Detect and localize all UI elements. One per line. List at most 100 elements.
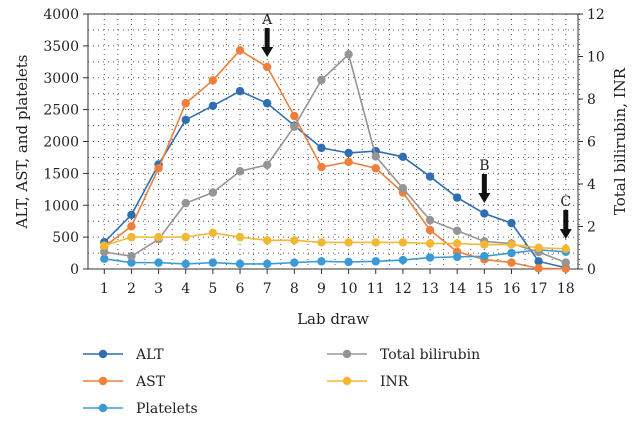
annotation-b: B xyxy=(478,158,491,203)
y-left-tick-label: 4000 xyxy=(43,7,79,23)
y-right-tick-label: 8 xyxy=(587,92,596,108)
data-point-alt xyxy=(452,193,462,202)
data-point-inr xyxy=(507,240,516,249)
legend-item-platelets: Platelets xyxy=(83,401,198,417)
data-point-inr xyxy=(208,228,218,238)
data-point-ast xyxy=(290,111,299,121)
data-point-platelets xyxy=(425,253,435,262)
data-point-platelets xyxy=(154,258,163,267)
data-point-total-bilirubin xyxy=(398,184,408,193)
legend-item-alt: ALT xyxy=(83,347,164,363)
data-point-total-bilirubin xyxy=(235,167,245,176)
data-point-ast xyxy=(181,99,190,108)
data-point-platelets xyxy=(235,259,245,269)
legend-swatch-marker xyxy=(342,376,352,386)
legend: ALT Total bilirubin AST INR Platelets xyxy=(83,347,480,417)
x-tick-label: 18 xyxy=(557,281,575,297)
data-point-inr xyxy=(371,238,380,247)
y-left-tick-label: 2000 xyxy=(43,135,79,151)
y-right-tick-label: 4 xyxy=(587,177,596,193)
x-tick-label: 3 xyxy=(154,281,163,297)
data-point-platelets xyxy=(290,258,299,267)
annotation-label: B xyxy=(479,158,489,174)
y-right-axis-title: Total bilirubin, INR xyxy=(611,67,629,215)
annotations: A B C xyxy=(261,12,572,239)
y-left-tick-label: 3500 xyxy=(43,39,79,55)
data-point-platelets xyxy=(127,258,136,267)
data-point-total-bilirubin xyxy=(208,188,218,197)
data-point-platelets xyxy=(371,257,380,266)
series-lines xyxy=(100,46,570,273)
data-point-platelets xyxy=(344,257,353,267)
data-point-inr xyxy=(127,232,136,242)
data-point-alt xyxy=(425,172,435,181)
data-point-inr xyxy=(398,238,408,247)
annotation-arrow-head xyxy=(559,229,572,239)
data-point-ast xyxy=(371,164,380,173)
data-point-inr xyxy=(534,243,543,252)
x-tick-label: 16 xyxy=(503,281,521,297)
series-line-total-bilirubin xyxy=(104,52,567,264)
data-point-platelets xyxy=(480,252,489,261)
data-point-inr xyxy=(344,238,353,247)
data-point-total-bilirubin xyxy=(371,152,380,161)
data-point-ast xyxy=(262,62,272,72)
data-point-alt xyxy=(534,257,543,266)
data-point-total-bilirubin xyxy=(344,50,353,59)
data-point-total-bilirubin xyxy=(317,75,326,85)
x-axis-title: Lab draw xyxy=(297,310,369,328)
data-point-inr xyxy=(262,236,272,245)
x-tick-label: 2 xyxy=(127,281,136,297)
x-tick-label: 11 xyxy=(367,281,385,297)
x-tick-label: 15 xyxy=(475,281,493,297)
data-point-total-bilirubin xyxy=(100,247,109,257)
data-point-alt xyxy=(262,99,272,108)
annotation-label: A xyxy=(261,12,273,28)
x-tick-label: 13 xyxy=(421,281,439,297)
annotation-c: C xyxy=(559,194,572,239)
annotation-arrow-head xyxy=(478,193,491,203)
data-point-ast xyxy=(154,164,163,173)
annotation-a: A xyxy=(261,12,274,57)
data-point-ast xyxy=(235,46,245,55)
data-point-inr xyxy=(452,239,462,248)
annotation-arrow-shaft xyxy=(264,28,270,48)
y-right-tick-label: 0 xyxy=(587,262,596,278)
x-tick-label: 14 xyxy=(448,281,466,297)
data-point-total-bilirubin xyxy=(181,198,190,208)
data-point-total-bilirubin xyxy=(127,252,136,261)
annotation-label: C xyxy=(560,194,571,210)
data-point-inr xyxy=(425,239,435,248)
data-point-ast xyxy=(208,76,218,85)
x-tick-label: 10 xyxy=(340,281,358,297)
x-tick-label: 4 xyxy=(181,281,190,297)
x-tick-label: 6 xyxy=(236,281,245,297)
data-point-inr xyxy=(561,244,570,254)
series-line-alt xyxy=(103,90,566,269)
data-point-platelets xyxy=(181,259,190,269)
legend-label: INR xyxy=(380,374,409,390)
data-point-inr xyxy=(154,232,163,242)
legend-item-inr: INR xyxy=(327,374,409,390)
data-point-total-bilirubin xyxy=(262,160,272,170)
data-point-platelets xyxy=(398,255,408,265)
y-left-tick-label: 2500 xyxy=(43,103,79,119)
series-ast xyxy=(100,46,570,273)
data-point-inr xyxy=(480,240,489,249)
data-point-total-bilirubin xyxy=(452,226,462,235)
annotation-arrow-shaft xyxy=(563,210,569,230)
legend-swatch-marker xyxy=(98,349,108,359)
axes: 0 500 1000 1500 2000 2500 3000 3500 4000 0 2 4 6 8 10 1… xyxy=(43,7,604,297)
data-point-ast xyxy=(127,222,136,231)
data-point-platelets xyxy=(262,259,272,269)
data-point-inr xyxy=(181,232,190,242)
x-tick-label: 1 xyxy=(100,281,109,297)
data-point-inr xyxy=(100,241,109,250)
annotation-arrow-head xyxy=(261,47,274,57)
y-left-tick-label: 3000 xyxy=(43,71,79,87)
series-inr xyxy=(100,228,570,254)
data-point-ast xyxy=(561,264,570,273)
legend-swatch-marker xyxy=(342,349,352,359)
data-point-platelets xyxy=(507,248,516,258)
data-point-ast xyxy=(507,258,516,267)
